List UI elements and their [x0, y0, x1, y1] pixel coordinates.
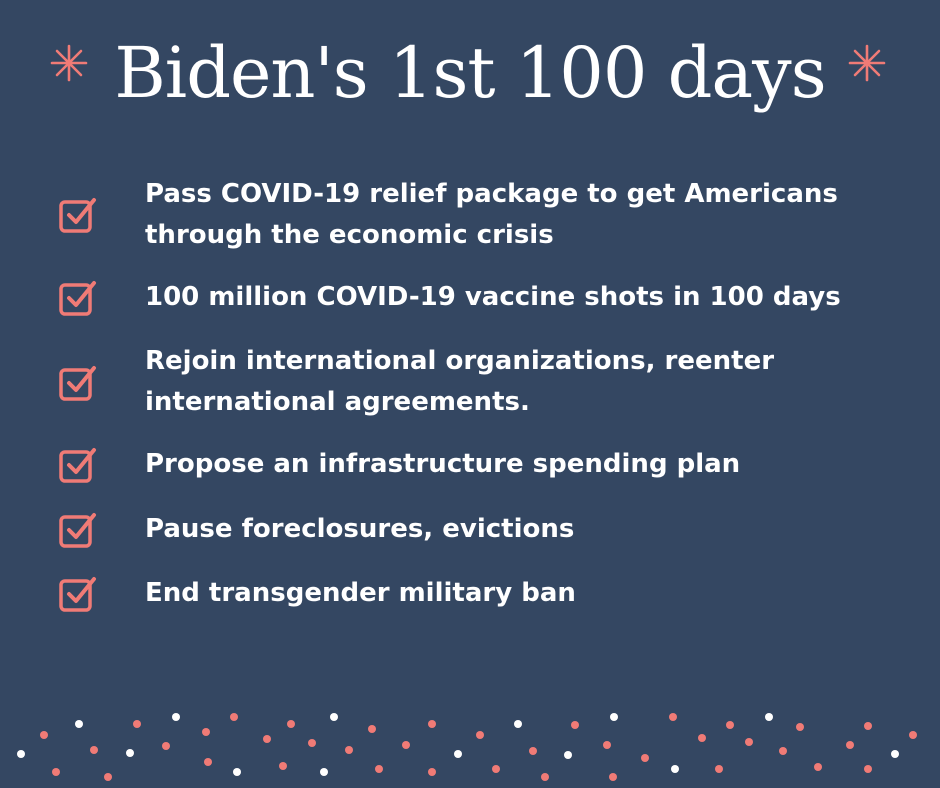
header: Biden's 1st 100 days [0, 28, 940, 118]
item-text: Pause foreclosures, evictions [145, 514, 575, 544]
item-text: 100 million COVID-19 vaccine shots in 10… [145, 282, 841, 312]
item-text: Rejoin international organizations, reen… [145, 346, 775, 417]
checked-box-icon [59, 281, 96, 316]
checked-box-icon [59, 198, 96, 233]
confetti-dots [17, 713, 917, 781]
page-title: Biden's 1st 100 days [114, 32, 826, 114]
sparkle-right-icon [848, 44, 886, 82]
checked-box-icon [59, 366, 96, 401]
sparkle-left-icon [50, 44, 88, 82]
checked-box-icon [59, 448, 96, 483]
item-text: Propose an infrastructure spending plan [145, 449, 741, 479]
checked-box-icon [59, 577, 96, 612]
item-text: Pass COVID-19 relief package to get Amer… [145, 179, 838, 250]
item-text: End transgender military ban [145, 578, 576, 608]
checked-box-icon [59, 513, 96, 548]
